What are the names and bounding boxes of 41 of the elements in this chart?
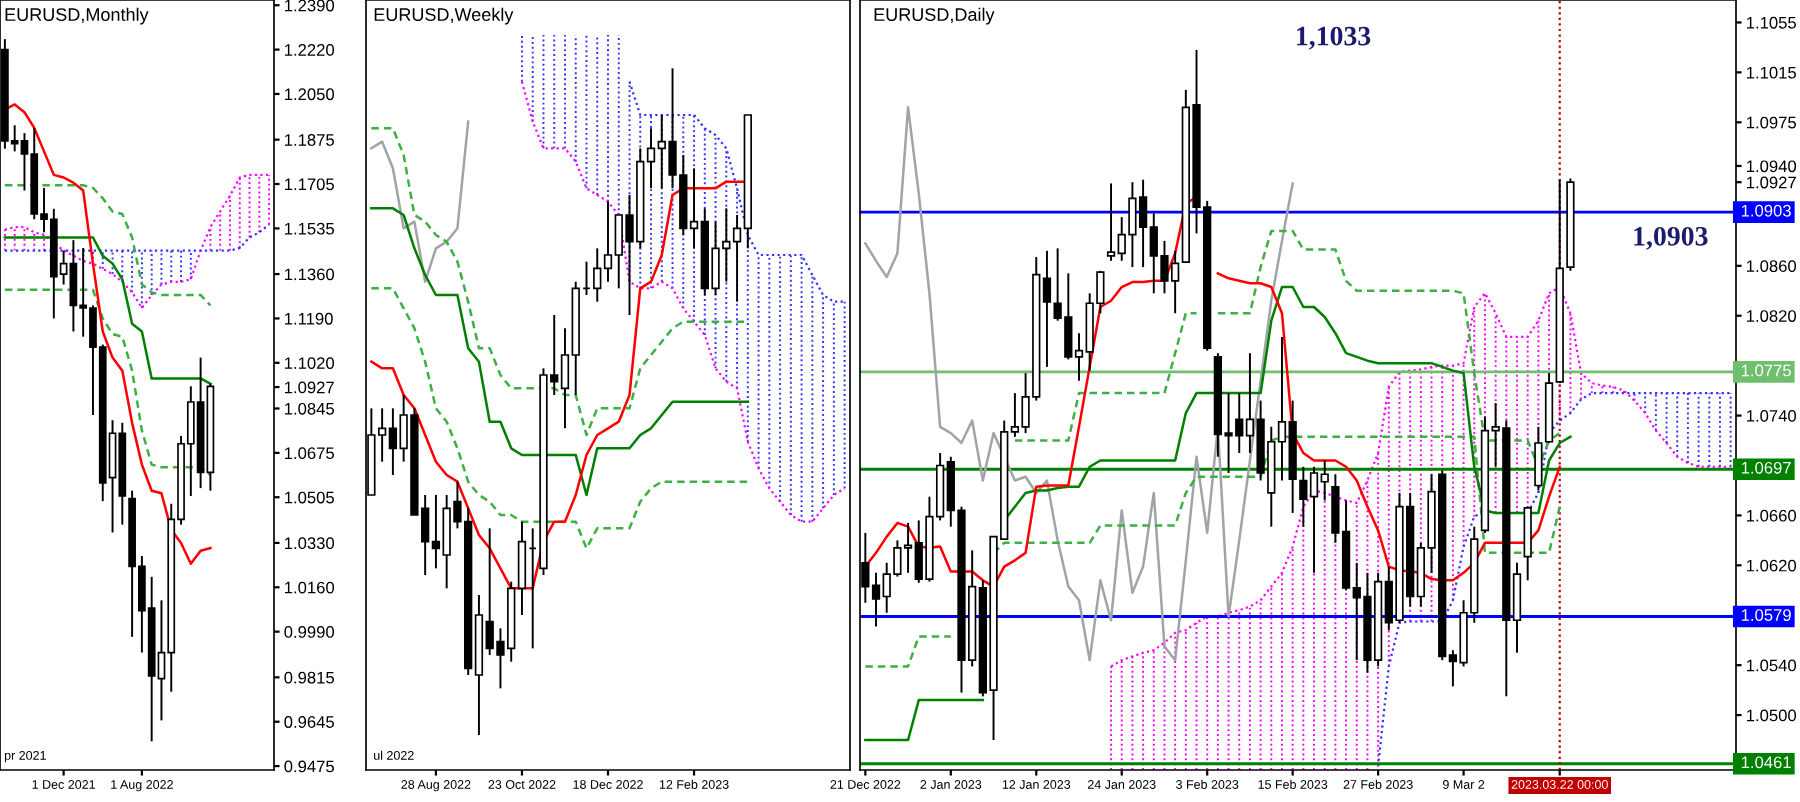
annotation: 1,1033 [1297,26,1371,50]
y-tick-label: 1.2050 [284,88,335,101]
chart-title: EURUSD,Daily [874,7,995,25]
chart-title: EURUSD,Monthly [5,7,149,25]
y-tick-label: 1.2220 [284,43,335,56]
y-tick-label: 1.0940 [1746,160,1797,173]
chart-title: EURUSD,Weekly [374,7,514,25]
y-tick-label: 1.0860 [1746,260,1797,273]
ref-line-label: 1.0775 [1741,364,1791,377]
y-tick-label: 1.0500 [1746,709,1797,722]
y-tick-label: 1.1875 [284,134,334,146]
y-tick-label: 1.0820 [1746,310,1797,322]
ref-line-label: 1.0461 [1741,756,1791,769]
y-tick-label: 1.0845 [284,402,334,415]
ref-line-label: 1.0903 [1741,204,1791,217]
y-tick-label: 1.0620 [1746,559,1797,572]
y-tick-label: 0.9645 [284,716,334,728]
y-tick-label: 1.1015 [1746,66,1796,79]
y-tick-label: 1.1705 [284,178,334,191]
y-tick-label: 0.9990 [284,626,335,638]
y-tick-label: 1.0505 [284,491,334,504]
y-tick-label: 1.0540 [1746,659,1797,672]
y-tick-label: 1.0675 [284,447,334,460]
y-tick-label: 1.0660 [1746,509,1797,522]
y-tick-label: 1.1535 [284,222,334,235]
y-tick-label: 1.1020 [284,357,335,370]
y-tick-label: 1.0927 [284,381,334,394]
y-tick-label: 1.1055 [1746,16,1796,29]
y-tick-label: 1.0975 [1746,116,1796,129]
y-tick-label: 0.9815 [284,671,334,684]
y-tick-label: 0.9475 [284,760,334,773]
y-tick-label: 1.1360 [284,268,335,281]
y-tick-label: 1.0740 [1746,409,1797,422]
y-tick-label: 1.2390 [284,0,335,12]
y-tick-label: 1.1190 [284,312,333,325]
ref-line-label: 1.0579 [1741,609,1791,621]
y-tick-label: 1.0330 [284,537,335,550]
y-tick-label: 1.0160 [284,581,335,594]
annotation: 1,0903 [1634,226,1708,250]
ref-line-label: 1.0697 [1741,461,1791,474]
y-tick-label: 1.0927 [1746,176,1796,189]
